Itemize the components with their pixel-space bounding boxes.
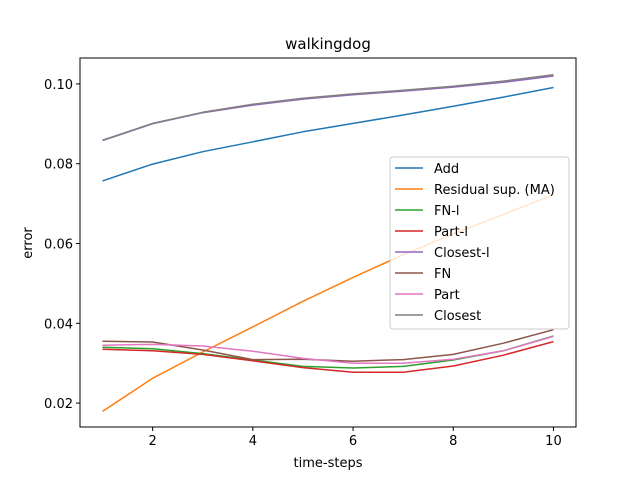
legend-label-part-l: Part-l: [434, 225, 468, 240]
y-tick-label: 0.02: [44, 397, 73, 412]
series-line-closest: [102, 74, 554, 141]
chart-title: walkingdog: [285, 35, 371, 53]
legend-label-closest: Closest: [434, 309, 481, 324]
x-tick-label: 2: [149, 434, 157, 449]
legend: Add Residual sup. (MA) FN-l Part-l Closest-l…: [389, 156, 570, 330]
y-axis-label: error: [21, 227, 36, 259]
series-line-part: [102, 335, 554, 364]
series-line-part-l: [102, 340, 554, 374]
legend-label-residual-sup-ma: Residual sup. (MA): [434, 183, 555, 198]
y-tick-label: 0.06: [44, 237, 73, 252]
x-tick-label: 6: [349, 434, 357, 449]
x-axis-label: time-steps: [294, 456, 363, 471]
legend-box: [389, 156, 570, 330]
x-tick-label: 8: [449, 434, 457, 449]
legend-label-part: Part: [434, 288, 460, 303]
x-tick-label: 10: [545, 434, 562, 449]
series-line-closest-l: [102, 75, 554, 142]
legend-label-fn: FN: [434, 267, 451, 282]
legend-label-closest-l: Closest-l: [434, 246, 490, 261]
legend-label-add: Add: [434, 162, 459, 177]
y-tick-label: 0.08: [44, 158, 73, 173]
plot-frame: [79, 57, 577, 428]
y-tick-label: 0.04: [44, 317, 73, 332]
x-tick-label: 4: [249, 434, 257, 449]
y-tick-label: 0.10: [44, 78, 73, 93]
series-line-add: [102, 86, 554, 182]
legend-label-fn-l: FN-l: [434, 204, 460, 219]
